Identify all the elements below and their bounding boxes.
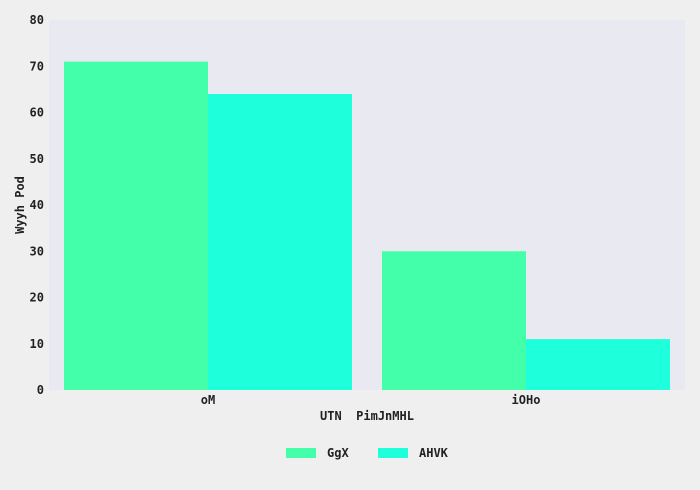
legend-label-GgX[interactable]: GgX	[327, 446, 349, 460]
bars-group	[64, 61, 670, 390]
legend-label-AHVK[interactable]: AHVK	[419, 446, 449, 460]
bar-AHVK-iOHo[interactable]	[526, 339, 670, 390]
y-tick-label: 40	[30, 198, 44, 212]
bar-AHVK-oM[interactable]	[208, 94, 352, 390]
x-tick-label: iOHo	[512, 393, 541, 407]
bar-GgX-oM[interactable]	[64, 61, 208, 390]
x-axis-ticks: oM iOHo	[201, 393, 541, 407]
y-tick-label: 60	[30, 106, 44, 120]
legend-swatch-GgX[interactable]	[286, 448, 316, 458]
y-tick-label: 80	[30, 13, 44, 27]
y-tick-label: 70	[30, 59, 44, 73]
y-axis-ticks: 0 10 20 30 40 50 60 70 80	[30, 13, 44, 397]
bar-GgX-iOHo[interactable]	[382, 251, 526, 390]
y-tick-label: 0	[37, 383, 44, 397]
y-tick-label: 50	[30, 152, 44, 166]
x-tick-label: oM	[201, 393, 215, 407]
x-axis-title: UTN PimJnMHL	[320, 409, 414, 423]
legend: GgX AHVK	[286, 446, 449, 460]
legend-swatch-AHVK[interactable]	[378, 448, 408, 458]
y-tick-label: 30	[30, 244, 44, 258]
y-tick-label: 10	[30, 337, 44, 351]
y-axis-title: Wyyh Pod	[13, 176, 27, 234]
y-tick-label: 20	[30, 291, 44, 305]
